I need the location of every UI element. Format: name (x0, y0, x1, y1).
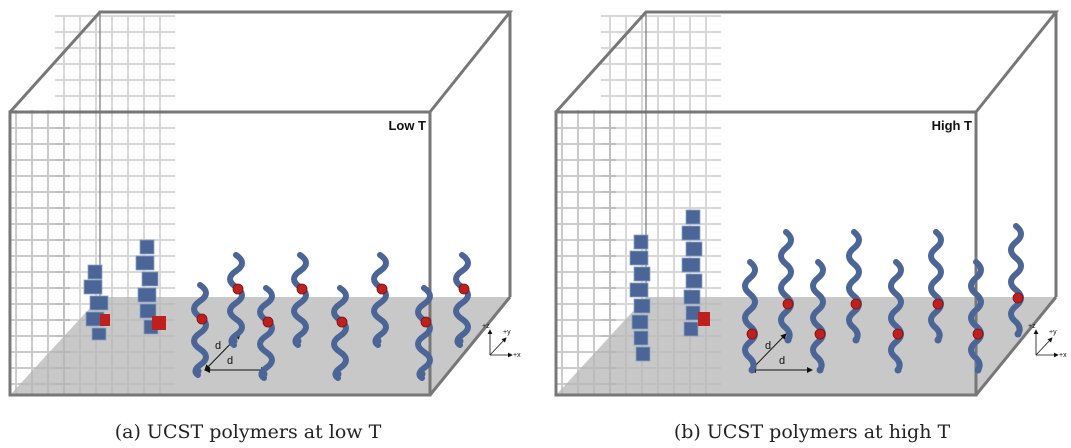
axis-label: +z (1028, 323, 1036, 330)
axis-label: +y (1049, 329, 1057, 336)
axis-label: +z (482, 323, 490, 330)
axis-label: +x (513, 352, 521, 359)
spacing-label: d (215, 340, 221, 352)
spacing-label: d (227, 355, 233, 367)
caption: (b) UCST polymers at high T (674, 421, 951, 443)
axis-label: +y (503, 329, 511, 336)
spacing-label: d (765, 340, 771, 352)
axis-label: +x (1059, 352, 1067, 359)
panel-b: High T d d +z +y +x (b) UCST polymers at… (556, 12, 1067, 443)
caption: (a) UCST polymers at low T (115, 421, 382, 443)
panel-a: Low T d d +z +y +x (a) UCST polymers at … (10, 12, 521, 443)
panel-label: Low T (388, 118, 426, 133)
spacing-label: d (779, 355, 785, 367)
panel-label: High T (932, 118, 972, 133)
